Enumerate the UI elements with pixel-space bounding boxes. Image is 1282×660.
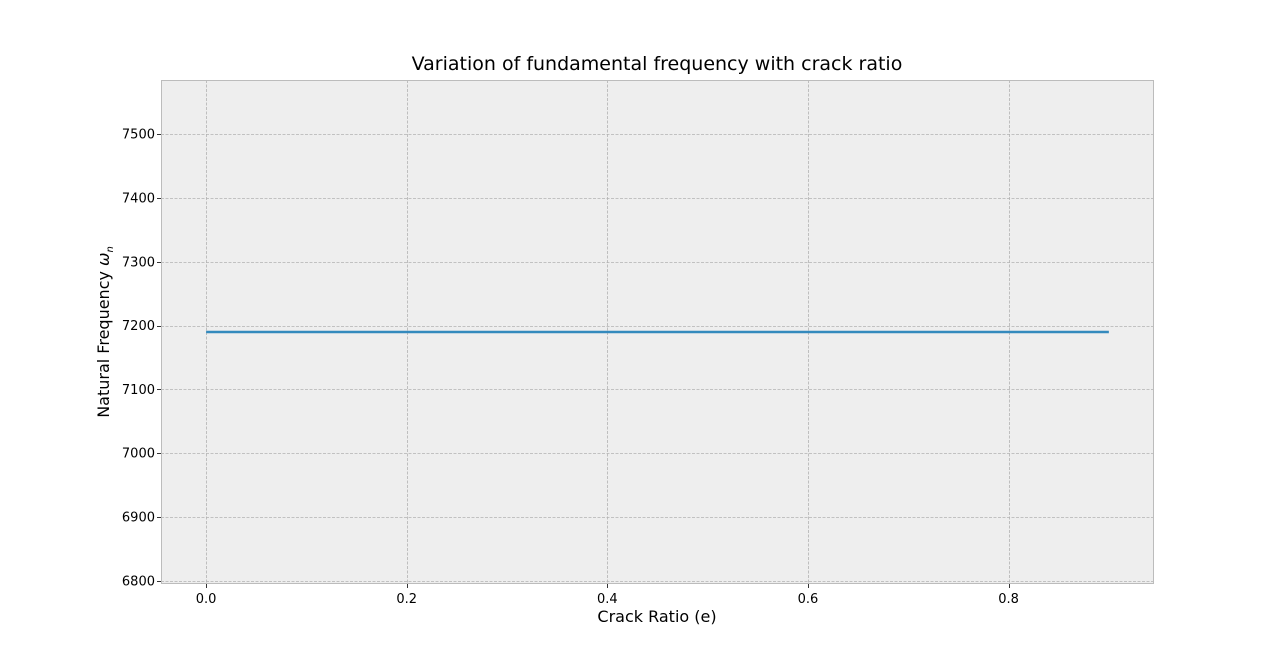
y-axis-label-symbol: ω xyxy=(94,253,113,266)
x-tick-label: 0.2 xyxy=(396,592,417,607)
y-tick-labels: 6800 6900 7000 7100 7200 7300 7400 7500 xyxy=(122,128,155,590)
x-tick-label: 0.0 xyxy=(196,592,217,607)
x-tick-label: 0.6 xyxy=(798,592,819,607)
x-tick-label: 0.4 xyxy=(597,592,618,607)
y-tick-label: 7400 xyxy=(122,192,155,207)
chart-title: Variation of fundamental frequency with … xyxy=(412,53,903,75)
y-tick-label: 7200 xyxy=(122,319,155,334)
y-axis-label: Natural Frequency ωn xyxy=(94,246,116,418)
y-tick-label: 6800 xyxy=(122,574,155,589)
y-tick-label: 7500 xyxy=(122,128,155,143)
y-axis-label-text: Natural Frequency xyxy=(94,266,113,418)
tick-marks xyxy=(157,134,1010,588)
y-tick-label: 6900 xyxy=(122,511,155,526)
x-tick-label: 0.8 xyxy=(998,592,1019,607)
x-tick-labels: 0.0 0.2 0.4 0.6 0.8 xyxy=(196,592,1019,607)
y-tick-label: 7100 xyxy=(122,383,155,398)
x-axis-label: Crack Ratio (e) xyxy=(597,607,716,626)
y-tick-label: 7300 xyxy=(122,255,155,270)
y-axis-label-subscript: n xyxy=(105,246,116,252)
plot-frame xyxy=(161,80,1154,584)
y-tick-label: 7000 xyxy=(122,447,155,462)
